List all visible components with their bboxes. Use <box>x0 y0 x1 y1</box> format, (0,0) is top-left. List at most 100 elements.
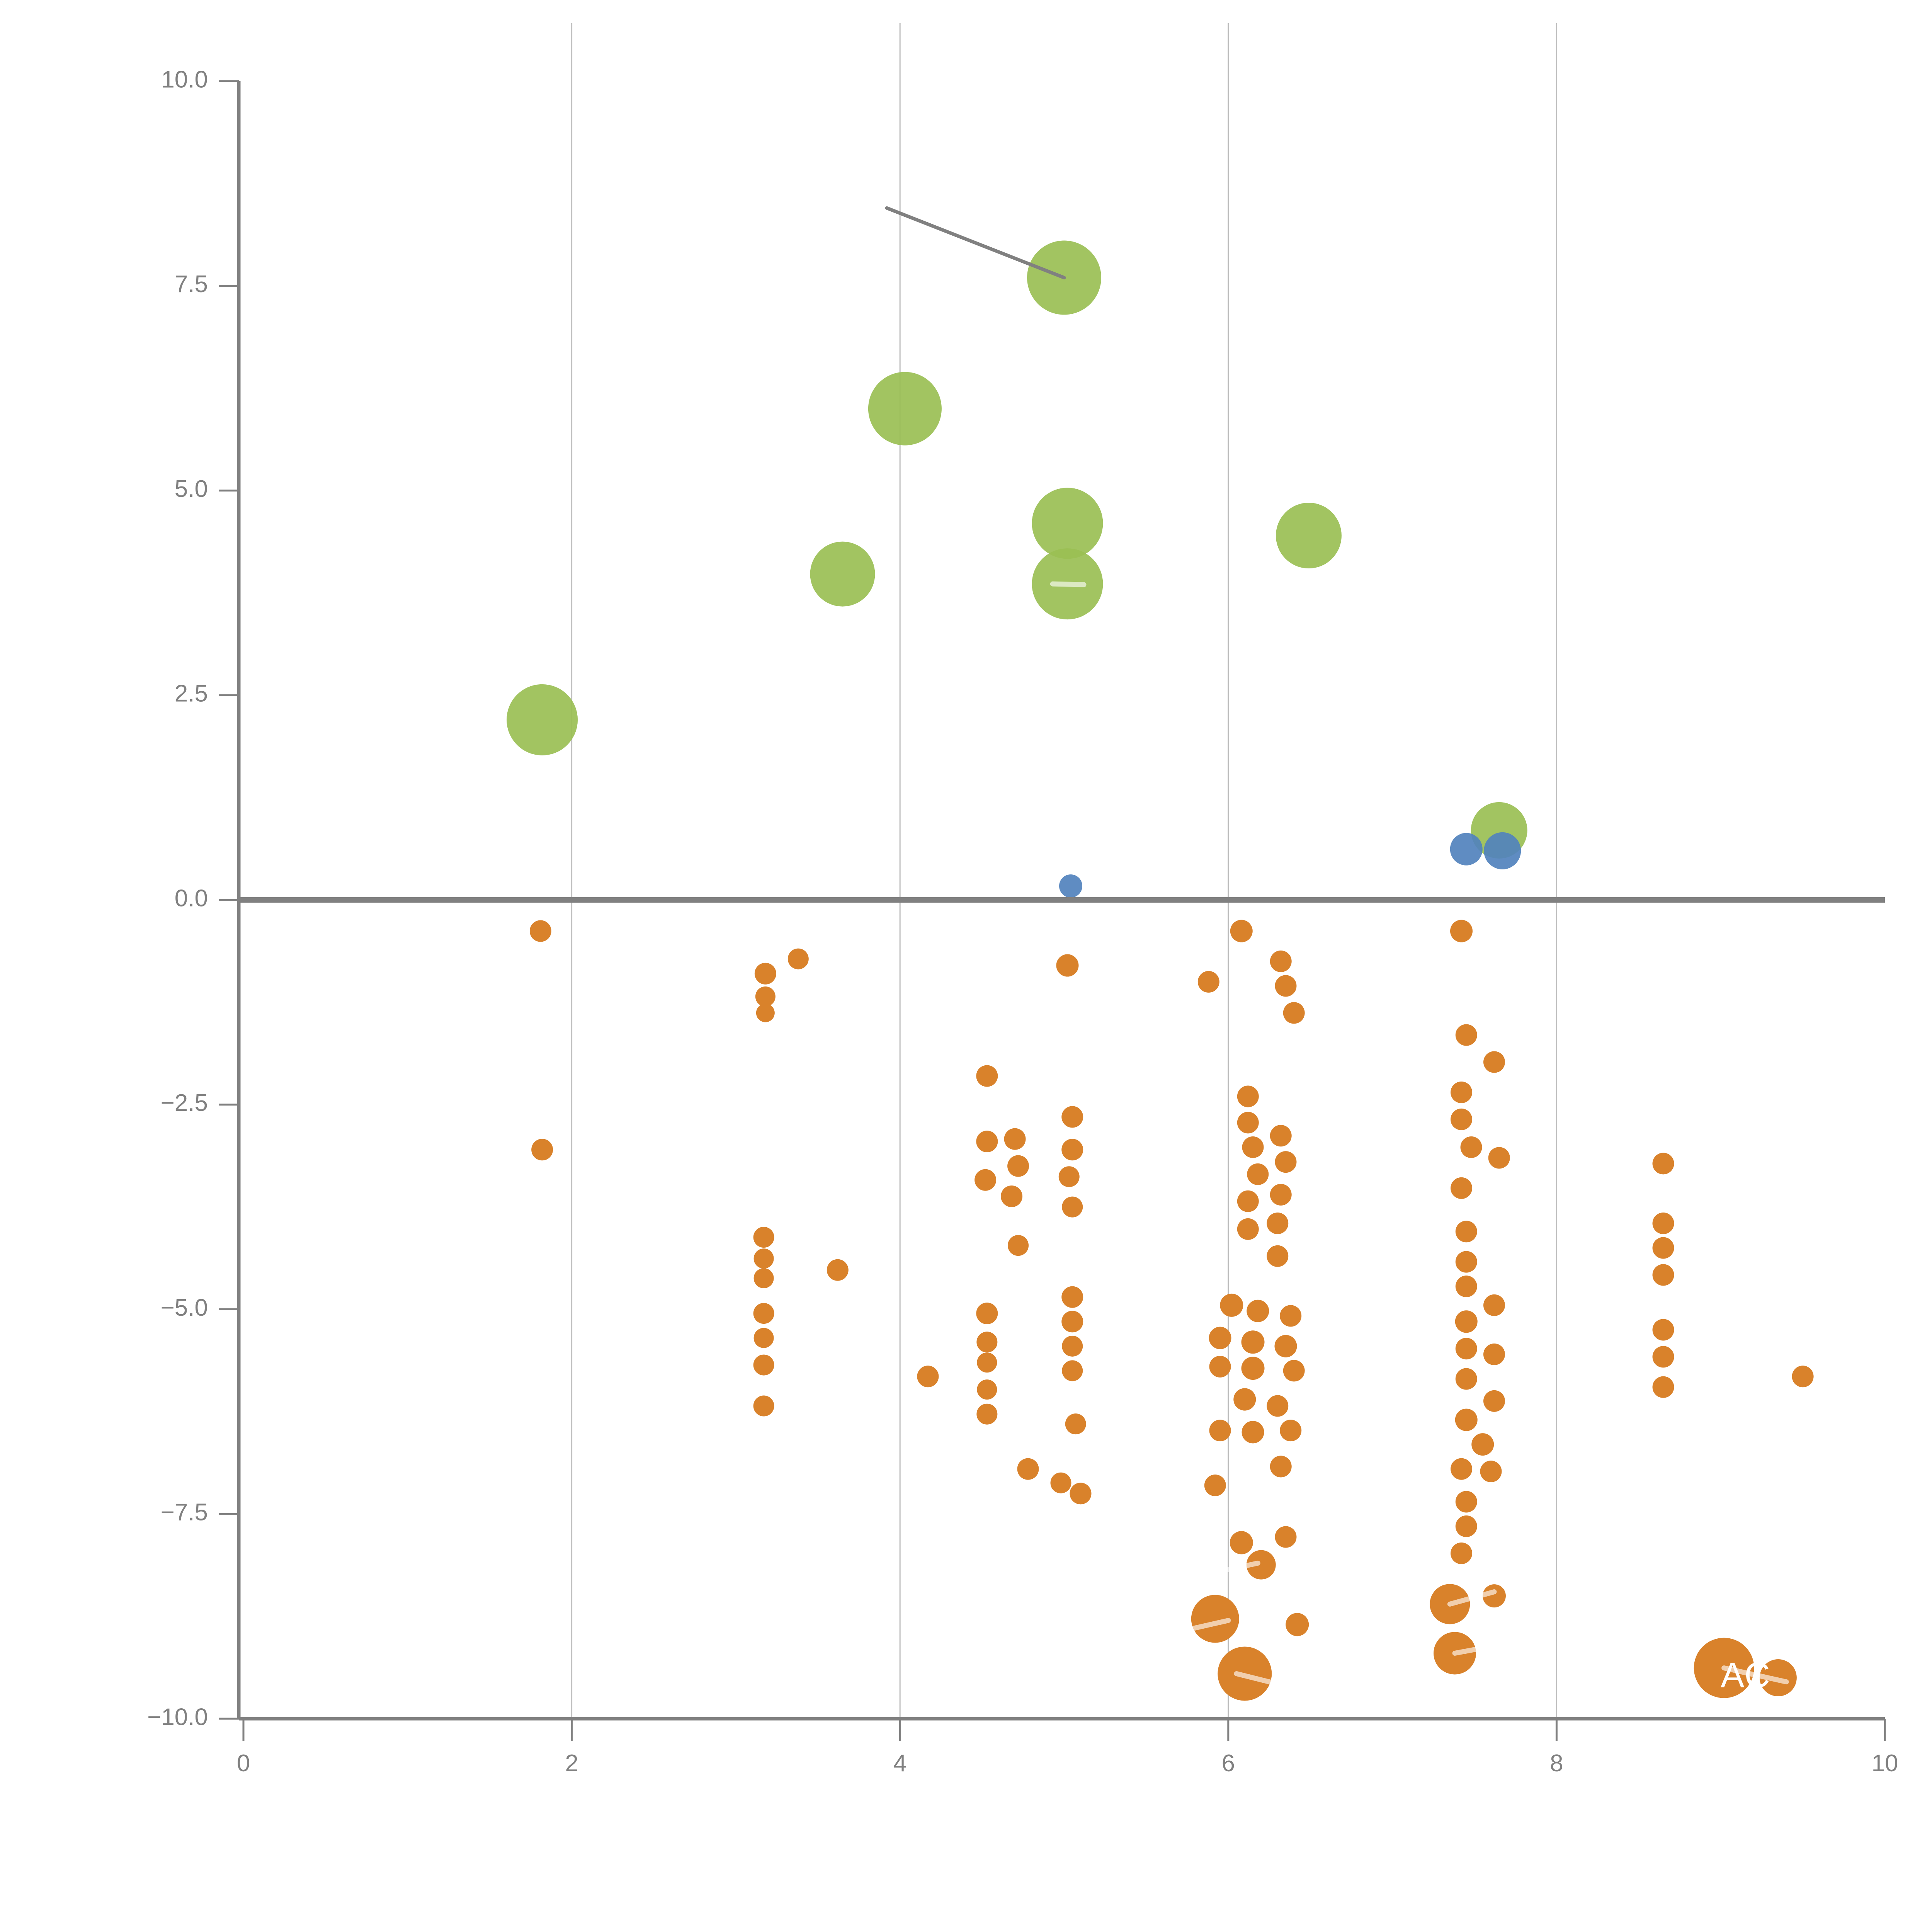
bubble-orange-1[interactable] <box>531 1139 553 1161</box>
bubble-green-5[interactable] <box>1276 503 1342 569</box>
bubble-green-6[interactable] <box>507 684 578 755</box>
bubble-orange-4[interactable] <box>756 1003 775 1022</box>
bubble-orange-20[interactable] <box>1001 1185 1023 1208</box>
bubble-orange-23[interactable] <box>976 1332 998 1353</box>
bubble-orange-39[interactable] <box>1070 1483 1092 1505</box>
bubble-orange-10[interactable] <box>753 1328 774 1348</box>
bubble-orange-50[interactable] <box>1247 1163 1269 1185</box>
bubble-orange-53[interactable] <box>1267 1213 1289 1235</box>
bubble-orange-44[interactable] <box>1283 1002 1305 1024</box>
bubble-orange-55[interactable] <box>1267 1245 1289 1267</box>
bubble-orange-108[interactable] <box>1652 1264 1674 1286</box>
bubble-orange-32[interactable] <box>1058 1166 1080 1187</box>
bubble-orange-92[interactable] <box>1483 1344 1505 1366</box>
bubble-orange-17[interactable] <box>975 1169 997 1191</box>
bubble-orange-5[interactable] <box>787 948 809 969</box>
bubble-orange-11[interactable] <box>753 1354 774 1376</box>
bubble-orange-84[interactable] <box>1488 1147 1510 1169</box>
bubble-orange-81[interactable] <box>1451 1081 1473 1103</box>
bubble-orange-7[interactable] <box>753 1248 774 1269</box>
bubble-orange-52[interactable] <box>1270 1184 1292 1206</box>
bubble-orange-30[interactable] <box>1061 1106 1083 1128</box>
bubble-orange-110[interactable] <box>1652 1346 1674 1368</box>
bubble-orange-106[interactable] <box>1652 1213 1674 1235</box>
bubble-orange-71[interactable] <box>1270 1456 1292 1478</box>
bubble-orange-37[interactable] <box>1062 1360 1083 1381</box>
bubble-orange-85[interactable] <box>1451 1177 1473 1199</box>
bubble-orange-107[interactable] <box>1652 1237 1674 1259</box>
bubble-orange-36[interactable] <box>1062 1335 1083 1357</box>
bubble-orange-45[interactable] <box>1237 1085 1259 1107</box>
bubble-orange-54[interactable] <box>1237 1218 1259 1240</box>
bubble-orange-14[interactable] <box>917 1366 939 1388</box>
bubble-orange-3[interactable] <box>755 986 776 1007</box>
bubble-orange-109[interactable] <box>1652 1319 1674 1341</box>
bubble-orange-33[interactable] <box>1062 1196 1083 1218</box>
bubble-orange-46[interactable] <box>1237 1112 1259 1134</box>
bubble-orange-56[interactable] <box>1220 1293 1243 1317</box>
bubble-orange-100[interactable] <box>1455 1515 1477 1537</box>
bubble-green-2[interactable] <box>1032 488 1103 559</box>
bubble-orange-62[interactable] <box>1209 1355 1231 1378</box>
bubble-orange-70[interactable] <box>1204 1475 1226 1497</box>
bubble-orange-87[interactable] <box>1455 1251 1477 1273</box>
bubble-orange-75[interactable] <box>1191 1595 1239 1643</box>
bubble-orange-68[interactable] <box>1242 1421 1264 1444</box>
bubble-orange-18[interactable] <box>1004 1128 1026 1150</box>
bubble-orange-51[interactable] <box>1237 1190 1259 1212</box>
bubble-orange-112[interactable] <box>1792 1366 1814 1388</box>
bubble-orange-73[interactable] <box>1275 1526 1297 1548</box>
bubble-orange-9[interactable] <box>753 1303 774 1324</box>
bubble-orange-16[interactable] <box>976 1131 998 1153</box>
bubble-orange-60[interactable] <box>1241 1330 1265 1354</box>
bubble-orange-86[interactable] <box>1455 1221 1477 1243</box>
bubble-orange-97[interactable] <box>1451 1458 1473 1480</box>
bubble-orange-94[interactable] <box>1483 1390 1505 1412</box>
bubble-orange-78[interactable] <box>1450 920 1473 942</box>
bubble-orange-83[interactable] <box>1460 1136 1482 1158</box>
bubble-orange-105[interactable] <box>1652 1153 1674 1175</box>
bubble-orange-24[interactable] <box>977 1352 997 1373</box>
bubble-orange-38[interactable] <box>1065 1413 1086 1435</box>
bubble-green-1[interactable] <box>868 372 942 446</box>
bubble-orange-25[interactable] <box>977 1379 997 1400</box>
bubble-orange-58[interactable] <box>1280 1305 1302 1327</box>
bubble-orange-91[interactable] <box>1455 1338 1477 1360</box>
bubble-orange-59[interactable] <box>1209 1327 1231 1349</box>
bubble-orange-76[interactable] <box>1286 1613 1309 1636</box>
bubble-orange-15[interactable] <box>976 1065 998 1087</box>
bubble-orange-49[interactable] <box>1275 1151 1297 1173</box>
bubble-orange-8[interactable] <box>753 1268 774 1288</box>
bubble-orange-96[interactable] <box>1471 1433 1494 1456</box>
bubble-orange-90[interactable] <box>1455 1310 1478 1333</box>
bubble-orange-79[interactable] <box>1455 1024 1477 1046</box>
bubble-blue-2[interactable] <box>1484 832 1521 869</box>
bubble-orange-47[interactable] <box>1242 1136 1264 1158</box>
bubble-orange-80[interactable] <box>1483 1051 1505 1073</box>
bubble-orange-13[interactable] <box>827 1259 849 1281</box>
bubble-orange-67[interactable] <box>1209 1420 1231 1442</box>
bubble-green-4[interactable] <box>810 541 875 607</box>
bubble-orange-40[interactable] <box>1197 971 1219 993</box>
bubble-orange-27[interactable] <box>1017 1458 1039 1480</box>
bubble-orange-22[interactable] <box>976 1303 998 1325</box>
bubble-orange-0[interactable] <box>529 920 551 942</box>
bubble-orange-26[interactable] <box>976 1403 998 1425</box>
bubble-orange-29[interactable] <box>1056 954 1079 977</box>
bubble-orange-28[interactable] <box>1050 1472 1071 1493</box>
bubble-orange-48[interactable] <box>1270 1125 1292 1147</box>
bubble-orange-72[interactable] <box>1230 1531 1253 1554</box>
bubble-orange-63[interactable] <box>1241 1357 1265 1380</box>
bubble-orange-43[interactable] <box>1275 975 1297 997</box>
bubble-orange-93[interactable] <box>1455 1368 1477 1390</box>
bubble-orange-65[interactable] <box>1233 1388 1256 1411</box>
bubble-orange-31[interactable] <box>1061 1139 1083 1161</box>
bubble-orange-42[interactable] <box>1270 950 1292 972</box>
bubble-orange-74[interactable] <box>1246 1550 1276 1580</box>
bubble-orange-98[interactable] <box>1480 1461 1502 1483</box>
bubble-blue-0[interactable] <box>1059 874 1082 898</box>
bubble-orange-88[interactable] <box>1455 1276 1477 1298</box>
bubble-orange-21[interactable] <box>1008 1235 1029 1256</box>
bubble-orange-41[interactable] <box>1230 920 1253 942</box>
bubble-orange-34[interactable] <box>1061 1286 1083 1308</box>
